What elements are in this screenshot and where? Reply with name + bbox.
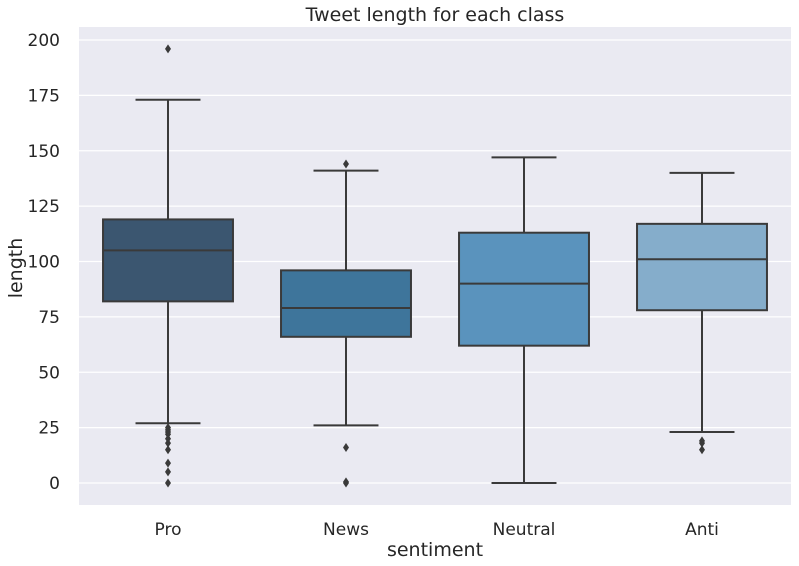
y-tick-label: 200 [28, 31, 60, 51]
y-axis-label: length [5, 238, 27, 299]
boxes [102, 44, 768, 488]
outlier-point [165, 478, 171, 488]
y-tick-label: 25 [38, 419, 60, 439]
y-tick-label: 50 [38, 363, 60, 383]
outlier-point [343, 159, 349, 169]
x-tick-label: Pro [155, 520, 182, 540]
iqr-box [280, 269, 412, 338]
x-tick-label: Anti [685, 520, 719, 540]
box-news [280, 159, 412, 488]
y-tick-label: 125 [28, 197, 60, 217]
y-tick-label: 150 [28, 142, 60, 162]
outlier-point [165, 44, 171, 54]
outlier-point [699, 438, 705, 448]
y-tick-label: 100 [28, 253, 60, 273]
box-pro [102, 44, 234, 488]
y-tick-label: 75 [38, 308, 60, 328]
gridlines [79, 39, 791, 484]
chart-title: Tweet length for each class [305, 4, 565, 26]
outlier-point [165, 458, 171, 468]
outlier-point [165, 445, 171, 455]
iqr-box [636, 222, 768, 312]
iqr-box [458, 231, 590, 347]
x-tick-label: News [323, 520, 369, 540]
box-neutral [458, 156, 590, 484]
box-anti [636, 171, 768, 455]
outlier-point [699, 445, 705, 455]
outlier-point [165, 467, 171, 477]
iqr-box [102, 218, 234, 303]
outlier-point [343, 478, 349, 488]
outlier-point [343, 443, 349, 453]
y-tick-label: 175 [28, 86, 60, 106]
y-tick-label: 0 [49, 474, 60, 494]
x-tick-label: Neutral [493, 520, 556, 540]
y-tick-labels: 0 25 50 75 100 125 150 175 200 [28, 31, 60, 494]
x-tick-labels: Pro News Neutral Anti [155, 520, 719, 540]
x-axis-label: sentiment [387, 539, 483, 561]
outlier-point [165, 438, 171, 448]
